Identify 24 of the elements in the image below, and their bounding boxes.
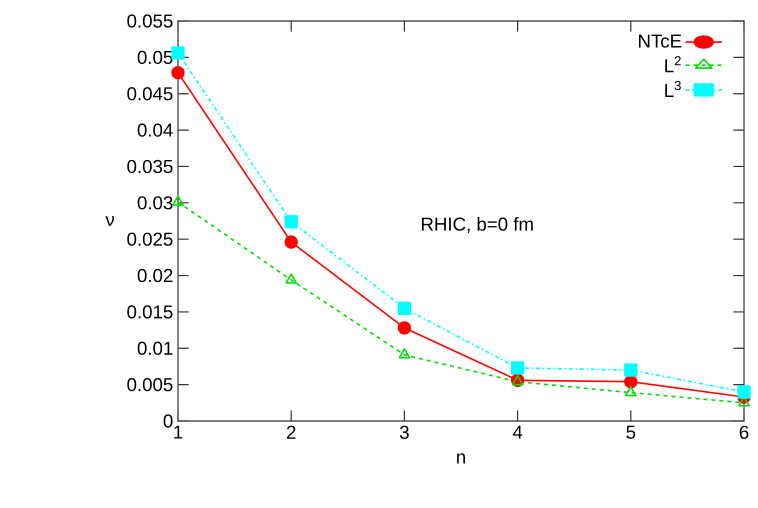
y-tick-label: 0.05	[138, 50, 173, 64]
x-axis-title: n	[457, 453, 465, 464]
legend-label: L$^{2}$	[665, 56, 681, 72]
y-tick-label: 0.02	[138, 268, 172, 282]
y-tick-label: 0	[164, 414, 173, 428]
x-tick-label: 6	[740, 426, 748, 439]
y-tick-label: 0.015	[127, 305, 172, 319]
x-tick-label: 2	[286, 426, 296, 439]
y-tick-label: 0.045	[127, 87, 172, 100]
y-tick-label: 0.035	[127, 160, 172, 174]
y-tick-label: 0.03	[138, 196, 172, 210]
y-tick-label: 0.01	[138, 342, 172, 355]
x-tick-label: 4	[512, 426, 522, 439]
y-tick-label: 0.025	[127, 232, 172, 246]
x-tick-label: 5	[626, 426, 636, 439]
x-tick-label: 3	[400, 426, 409, 439]
x-tick-label: 1	[174, 426, 182, 439]
y-axis-title: ν	[105, 216, 114, 226]
y-tick-label: 0.005	[127, 378, 172, 392]
y-tick-label: 0.055	[127, 14, 172, 28]
y-tick-label: 0.04	[138, 123, 173, 137]
annotation: RHIC, b=0 fm	[422, 217, 533, 233]
legend-label: NTcE	[638, 34, 682, 48]
legend-label: L$^{3}$	[665, 80, 681, 97]
